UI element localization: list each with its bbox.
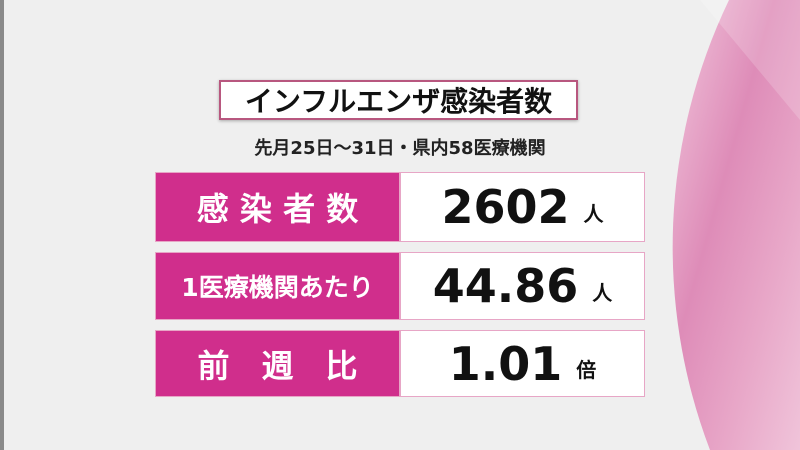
graphic-title: インフルエンザ感染者数: [219, 80, 578, 120]
row-value: 1.01: [448, 336, 563, 391]
pink-background-arc: [672, 0, 800, 450]
row-week-ratio: 前 週 比 1.01 倍: [155, 330, 645, 397]
screen-edge: [0, 0, 4, 450]
row-unit: 人: [583, 201, 604, 226]
row-value-box: 1.01 倍: [400, 330, 645, 397]
row-label: 1医療機関あたり: [155, 252, 400, 320]
row-unit: 倍: [576, 358, 597, 382]
background-facet: [700, 0, 800, 120]
graphic-subtitle: 先月25日～31日・県内58医療機関: [254, 138, 546, 159]
row-label: 前 週 比: [155, 330, 400, 397]
row-label: 感 染 者 数: [155, 172, 400, 242]
row-value-box: 2602 人: [400, 172, 645, 242]
row-unit: 人: [592, 280, 613, 305]
row-value: 44.86: [432, 259, 579, 313]
row-value-box: 44.86 人: [400, 252, 645, 320]
row-per-institution: 1医療機関あたり 44.86 人: [155, 252, 645, 320]
row-infected-count: 感 染 者 数 2602 人: [155, 172, 645, 242]
row-value: 2602: [441, 180, 570, 234]
